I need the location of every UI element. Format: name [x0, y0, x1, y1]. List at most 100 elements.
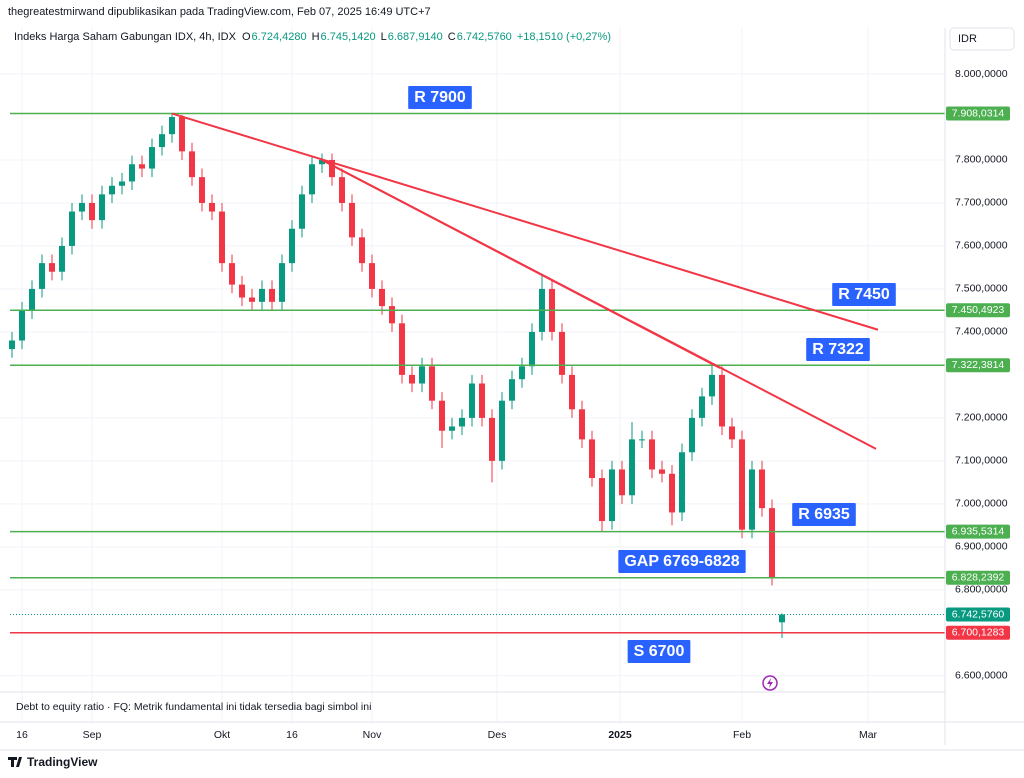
- candle-body: [329, 159, 335, 178]
- level-badge: [946, 570, 1010, 585]
- candle-body: [579, 409, 585, 440]
- x-tick-label: Nov: [363, 729, 382, 741]
- y-tick-label: 6.900,0000: [955, 541, 1008, 553]
- x-tick-label: Sep: [83, 729, 102, 741]
- y-tick-label: 7.400,0000: [955, 326, 1008, 338]
- candle-body: [119, 181, 125, 186]
- y-tick-label: 7.600,0000: [955, 240, 1008, 252]
- candle-body: [219, 211, 225, 264]
- annotation-box: [832, 283, 896, 306]
- candle-body: [699, 396, 705, 418]
- event-bolt: [767, 678, 773, 688]
- level-badge: [946, 625, 1010, 640]
- y-tick-label: 7.200,0000: [955, 412, 1008, 424]
- annotation-text: R 7900: [414, 89, 466, 106]
- annotation-text: R 7322: [812, 341, 864, 358]
- event-icon[interactable]: [762, 675, 778, 691]
- last-price-label: 6.742,5760: [952, 608, 1005, 620]
- candle-body: [479, 383, 485, 418]
- chart-title: Indeks Harga Saham Gabungan IDX, 4h, IDX: [14, 31, 237, 43]
- candle-body: [29, 288, 35, 311]
- candle-body: [59, 245, 65, 272]
- candle-body: [309, 164, 315, 195]
- candle-body: [619, 469, 625, 496]
- level-badge: [946, 358, 1010, 373]
- candle-body: [409, 374, 415, 384]
- plot: [9, 113, 785, 639]
- candle-body: [349, 202, 355, 238]
- candle-body: [379, 288, 385, 307]
- candle-body: [289, 228, 295, 264]
- candle-body: [749, 469, 755, 530]
- candle-body: [49, 263, 55, 272]
- candle-body: [39, 263, 45, 289]
- annotation-box: [618, 550, 746, 573]
- candle-body: [369, 263, 375, 289]
- annotation-box: [806, 338, 870, 361]
- annotation-box: [792, 503, 856, 526]
- candle-body: [89, 202, 95, 221]
- annotation-box: [627, 640, 691, 663]
- candle-body: [719, 374, 725, 427]
- level-label: 7.908,0314: [952, 107, 1005, 119]
- candle-body: [459, 417, 465, 427]
- candle-body: [509, 379, 515, 401]
- candle-body: [109, 185, 115, 195]
- candle-body: [439, 400, 445, 431]
- candle-body: [629, 439, 635, 496]
- candle-body: [69, 211, 75, 246]
- candle-body: [169, 116, 175, 135]
- candle-body: [559, 331, 565, 375]
- level-badge: [946, 106, 1010, 121]
- annotation-text: GAP 6769-6828: [624, 553, 739, 570]
- candle-body: [339, 177, 345, 203]
- candle-body: [519, 366, 525, 380]
- x-tick-label: 16: [16, 729, 28, 741]
- candle-body: [239, 284, 245, 298]
- candle-body: [139, 164, 145, 169]
- x-tick-label: 2025: [608, 729, 632, 741]
- attribution: thegreatestmirwand dipublikasikan pada T…: [8, 6, 431, 18]
- x-tick-label: Okt: [214, 729, 230, 741]
- currency: IDR: [958, 33, 977, 45]
- ohlc-key: O: [242, 31, 251, 43]
- trendline: [171, 112, 879, 331]
- candle-body: [729, 426, 735, 440]
- overlay: R 7900 R 7450 R 7322 R 6935 GAP 6769-6828 S 6…: [10, 86, 945, 663]
- ohlc-value: 6.687,9140: [388, 31, 443, 43]
- y-tick-label: 7.700,0000: [955, 197, 1008, 209]
- candle-body: [779, 614, 785, 623]
- ohlc-key: H: [312, 31, 320, 43]
- candle-body: [79, 202, 85, 212]
- y-tick-label: 7.800,0000: [955, 154, 1008, 166]
- annotation-text: R 6935: [798, 506, 850, 523]
- y-tick-label: 6.800,0000: [955, 584, 1008, 596]
- candle-body: [99, 194, 105, 221]
- candle-body: [609, 469, 615, 522]
- candle-body: [449, 426, 455, 431]
- change: +18,1510 (+0,27%): [517, 31, 611, 43]
- x-tick-label: Des: [488, 729, 507, 741]
- candle-body: [769, 508, 775, 578]
- level-badge: [946, 524, 1010, 539]
- candle-body: [189, 151, 195, 178]
- candle-body: [759, 469, 765, 509]
- candle-body: [639, 439, 645, 441]
- candle-body: [649, 439, 655, 470]
- last-price-badge: [946, 607, 1010, 622]
- candle-body: [469, 383, 475, 418]
- annotation-text: R 7450: [838, 286, 890, 303]
- level-label: 6.828,2392: [952, 571, 1005, 583]
- candle-body: [739, 439, 745, 530]
- y-tick-label: 7.000,0000: [955, 498, 1008, 510]
- grid: [0, 28, 945, 722]
- currency-box[interactable]: [949, 27, 1015, 51]
- candle-body: [429, 366, 435, 401]
- x-tick-label: 16: [286, 729, 298, 741]
- candle-body: [229, 263, 235, 285]
- candle-body: [419, 366, 425, 384]
- candle-body: [269, 288, 275, 302]
- candle-body: [279, 263, 285, 302]
- candle-body: [529, 331, 535, 367]
